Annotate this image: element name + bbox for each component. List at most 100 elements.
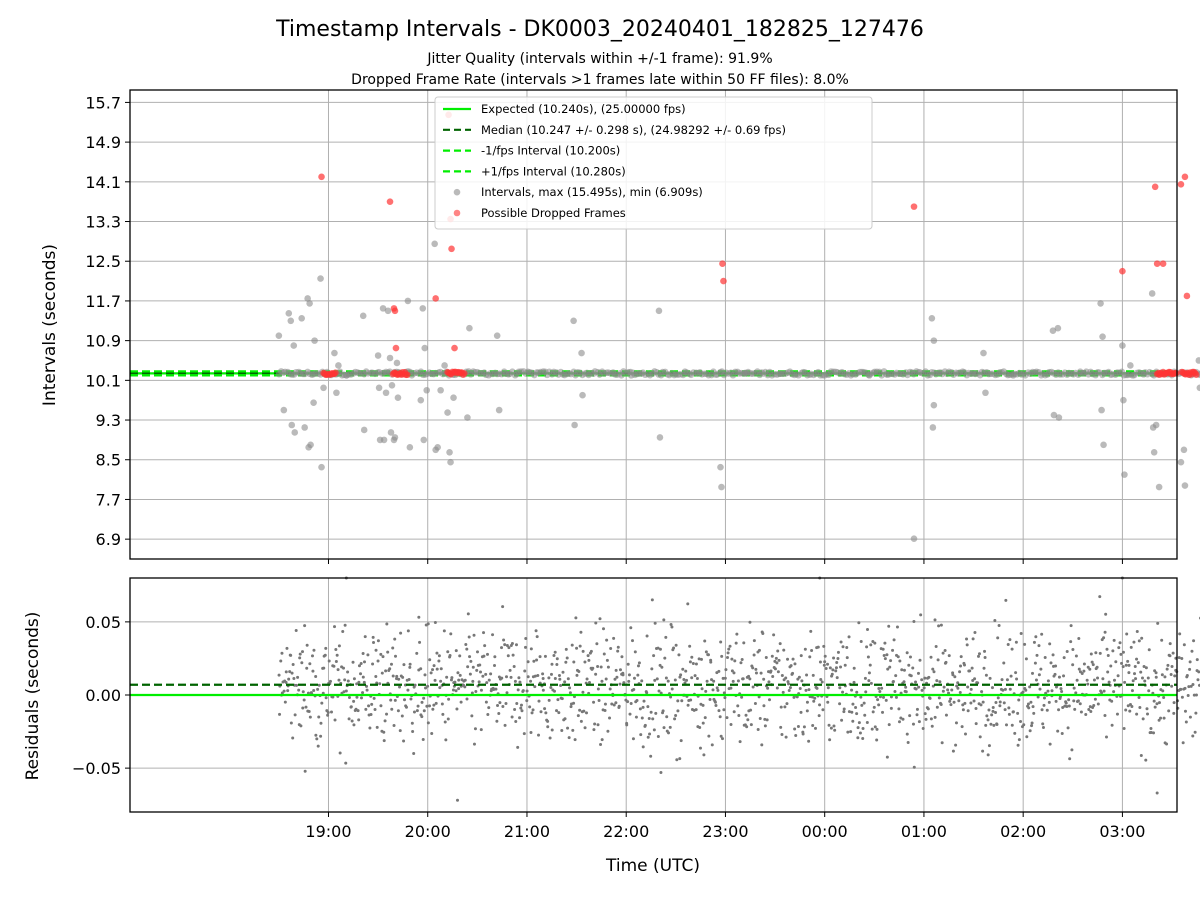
residual-point xyxy=(914,680,918,684)
residual-point xyxy=(980,690,984,694)
residual-point xyxy=(704,689,708,693)
residual-point xyxy=(533,685,537,689)
residual-point xyxy=(996,636,1000,640)
residual-point xyxy=(1077,667,1081,671)
bottom-y-tick-label: −0.05 xyxy=(72,759,121,778)
residual-point xyxy=(895,625,899,629)
residual-point xyxy=(514,719,518,723)
residual-point xyxy=(450,676,454,680)
legend-label: +1/fps Interval (10.280s) xyxy=(481,164,626,178)
residual-point xyxy=(912,620,916,624)
residual-point xyxy=(951,673,955,677)
residual-point xyxy=(503,723,507,727)
residual-point xyxy=(1118,641,1122,645)
residual-point xyxy=(953,675,957,679)
residual-point xyxy=(352,677,356,681)
residual-point xyxy=(676,699,680,703)
residual-point xyxy=(1054,699,1058,703)
top-points xyxy=(275,111,1200,542)
residual-point xyxy=(1072,699,1076,703)
residual-point xyxy=(985,714,989,718)
residual-point xyxy=(479,728,483,732)
residual-point xyxy=(956,686,960,690)
residual-point xyxy=(850,710,854,714)
residual-point xyxy=(1138,706,1142,710)
residual-point xyxy=(573,738,577,742)
residual-point xyxy=(449,632,453,636)
residual-point xyxy=(447,697,451,701)
residual-point xyxy=(882,654,886,658)
residual-point xyxy=(673,717,677,721)
residual-point xyxy=(352,699,356,703)
residual-point xyxy=(503,643,507,647)
residual-point xyxy=(510,715,514,719)
residual-point xyxy=(1137,696,1141,700)
residual-point xyxy=(1036,695,1040,699)
residual-point xyxy=(963,732,967,736)
residual-point xyxy=(689,698,693,702)
top-y-tick-label: 8.5 xyxy=(96,451,121,470)
residual-point xyxy=(575,646,579,650)
residual-point xyxy=(610,702,614,706)
residual-point xyxy=(525,689,529,693)
residual-point xyxy=(1001,688,1005,692)
residual-point xyxy=(674,643,678,647)
residual-point xyxy=(868,663,872,667)
residual-point xyxy=(911,722,915,726)
residual-point xyxy=(883,657,887,661)
residual-point xyxy=(1086,682,1090,686)
residual-point xyxy=(758,717,762,721)
residual-point xyxy=(1030,724,1034,728)
residual-point xyxy=(1139,754,1143,758)
residual-point xyxy=(1121,665,1125,669)
residual-point xyxy=(799,654,803,658)
residual-point xyxy=(736,679,740,683)
residual-point xyxy=(672,646,676,650)
residual-point xyxy=(887,723,891,727)
residual-point xyxy=(518,680,522,684)
residual-point xyxy=(782,648,786,652)
residual-point xyxy=(1088,705,1092,709)
bottom-reference-lines xyxy=(130,683,1177,697)
residual-point xyxy=(536,674,540,678)
residual-point xyxy=(402,663,406,667)
residual-point xyxy=(546,719,550,723)
residual-point xyxy=(991,709,995,713)
residual-point xyxy=(1136,661,1140,665)
residual-point xyxy=(957,699,961,703)
residual-point xyxy=(471,679,475,683)
residual-point xyxy=(795,695,799,699)
residual-point xyxy=(970,666,974,670)
residual-point xyxy=(882,695,886,699)
residual-point xyxy=(648,732,652,736)
residual-point xyxy=(852,680,856,684)
residual-point xyxy=(1066,726,1070,730)
residual-point xyxy=(939,702,943,706)
residual-point xyxy=(1188,660,1192,664)
residual-point xyxy=(547,698,551,702)
residual-point xyxy=(1074,654,1078,658)
interval-point xyxy=(335,362,342,369)
residual-point xyxy=(482,654,486,658)
residual-point xyxy=(752,639,756,643)
residual-point xyxy=(386,650,390,654)
residual-point xyxy=(799,710,803,714)
residual-point xyxy=(599,742,603,746)
residual-point xyxy=(284,670,288,674)
dropped-frame-point xyxy=(1153,260,1161,268)
residual-point xyxy=(433,621,437,625)
residual-point xyxy=(1068,757,1072,761)
residual-point xyxy=(942,685,946,689)
residual-point xyxy=(1070,748,1074,752)
residual-point xyxy=(788,686,792,690)
residual-point xyxy=(361,675,365,679)
residual-point xyxy=(513,707,517,711)
residual-point xyxy=(337,678,341,682)
interval-point xyxy=(930,337,938,344)
residual-point xyxy=(417,615,421,619)
residual-point xyxy=(538,655,542,659)
residual-point xyxy=(1062,656,1066,660)
residual-point xyxy=(873,641,877,645)
residual-point xyxy=(406,688,410,692)
residual-point xyxy=(991,705,995,709)
